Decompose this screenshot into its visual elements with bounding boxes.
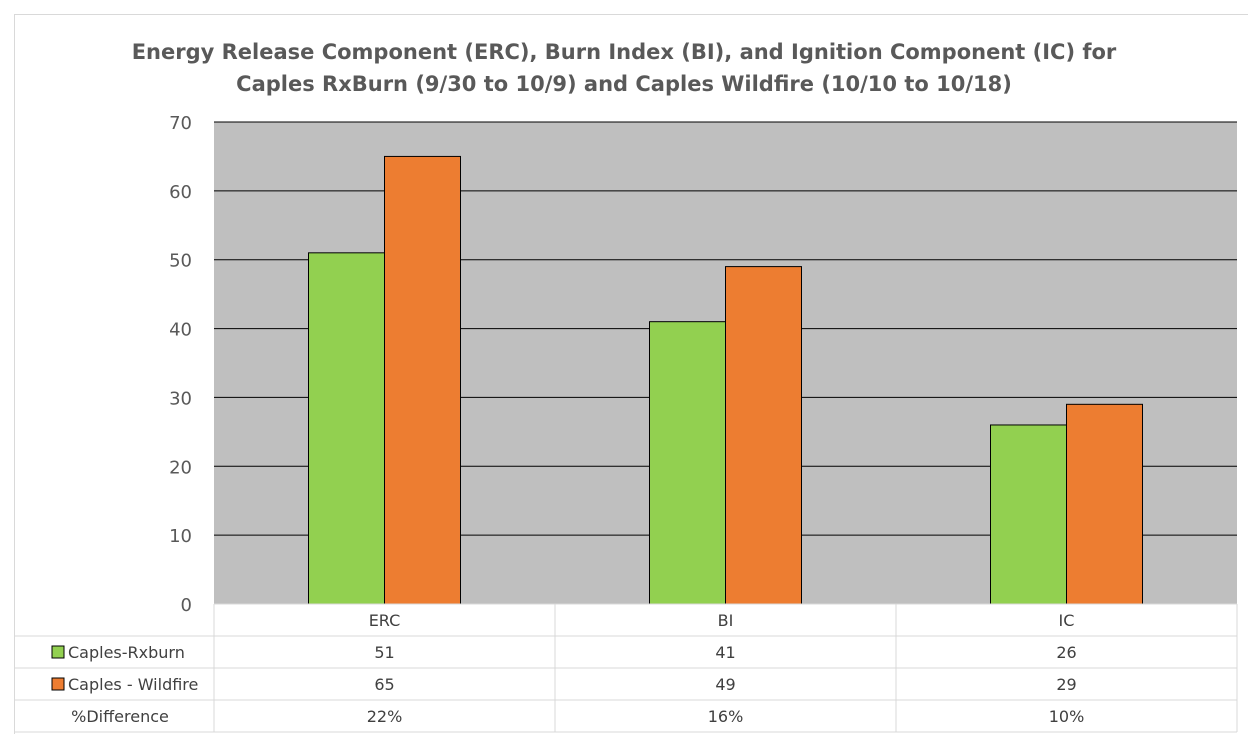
- y-tick-label: 20: [169, 457, 192, 478]
- data-label: 26: [1056, 643, 1076, 662]
- y-tick-label: 70: [169, 113, 192, 134]
- legend-key: [51, 645, 65, 659]
- legend-label: Caples - Wildfire: [68, 675, 198, 694]
- bar: [1066, 403, 1143, 605]
- difference-value: 22%: [367, 707, 403, 726]
- y-tick-label: 60: [169, 182, 192, 203]
- x-tick-label: BI: [718, 611, 734, 630]
- chart-frame: [14, 14, 1248, 734]
- bar: [308, 252, 385, 605]
- x-tick-label: IC: [1059, 611, 1075, 630]
- difference-value: 16%: [708, 707, 744, 726]
- y-tick-label: 30: [169, 388, 192, 409]
- data-label: 41: [715, 643, 735, 662]
- legend-key: [51, 677, 65, 691]
- legend-label: Caples-Rxburn: [68, 643, 185, 662]
- y-tick-label: 10: [169, 526, 192, 547]
- y-tick-label: 40: [169, 320, 192, 341]
- data-label: 49: [715, 675, 735, 694]
- data-label: 65: [374, 675, 394, 694]
- bar: [725, 266, 802, 605]
- chart-title-line-2: Caples RxBurn (9/30 to 10/9) and Caples …: [236, 72, 1012, 96]
- x-tick-label: ERC: [369, 611, 401, 630]
- y-tick-label: 50: [169, 251, 192, 272]
- data-label: 29: [1056, 675, 1076, 694]
- chart-title-line-1: Energy Release Component (ERC), Burn Ind…: [131, 40, 1117, 64]
- bar: [990, 424, 1067, 605]
- chart-title: Energy Release Component (ERC), Burn Ind…: [0, 36, 1248, 100]
- data-label: 51: [374, 643, 394, 662]
- row-label: %Difference: [71, 707, 169, 726]
- bar: [384, 155, 461, 605]
- difference-value: 10%: [1049, 707, 1085, 726]
- y-tick-label: 0: [181, 595, 192, 616]
- bar: [649, 321, 726, 605]
